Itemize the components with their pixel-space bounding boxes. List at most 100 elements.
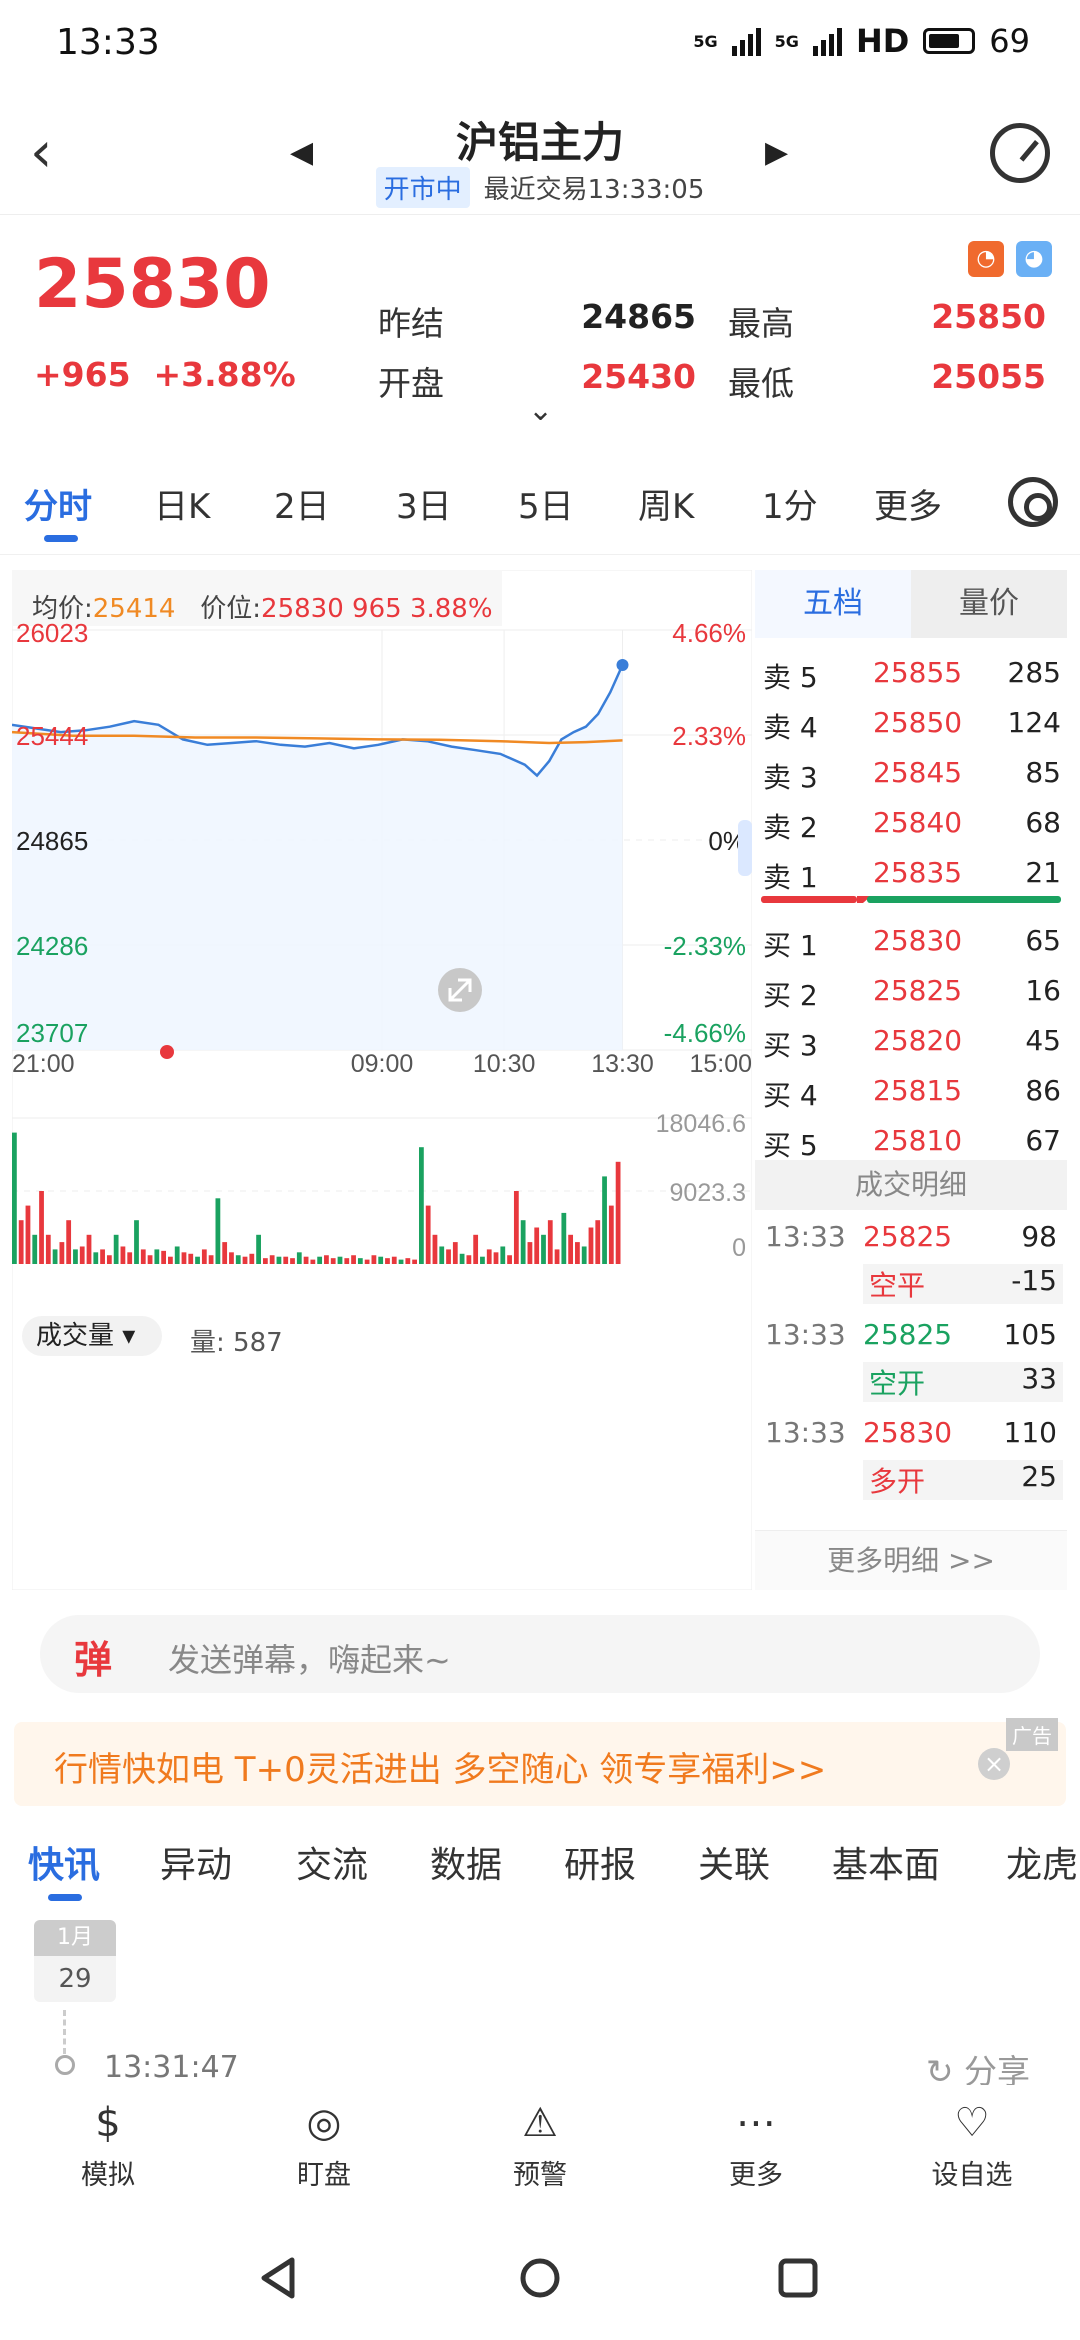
timeline-dot xyxy=(55,2055,75,2075)
volume-bar xyxy=(480,1256,485,1264)
volume-bar xyxy=(541,1234,546,1264)
trade-status: 开市中 最近交易13:33:05 xyxy=(0,167,1080,208)
nav-home-icon[interactable] xyxy=(518,2256,562,2300)
battery-icon xyxy=(923,28,976,54)
nav-recents-icon[interactable] xyxy=(776,2256,820,2300)
volume-bar xyxy=(174,1246,180,1264)
tab-volume-price[interactable]: 量价 xyxy=(911,570,1067,638)
y-tick-left: 25444 xyxy=(16,721,88,751)
tab-data[interactable]: 数据 xyxy=(430,1845,503,1886)
prev-contract-icon[interactable]: ◀ xyxy=(290,135,314,170)
tab-flash-news[interactable]: 快讯 xyxy=(28,1845,101,1886)
simulate-button[interactable]: $ 模拟 xyxy=(0,2085,216,2210)
volume-bar xyxy=(222,1242,228,1264)
tab-five-levels[interactable]: 五档 xyxy=(755,570,911,638)
change-value: +965 xyxy=(34,355,131,394)
avg-line xyxy=(12,730,623,745)
more-details-link[interactable]: 更多明细 >> xyxy=(755,1530,1067,1590)
volume-bar xyxy=(581,1246,587,1264)
level-label: 卖 3 xyxy=(763,761,818,794)
vol-tick: 0 xyxy=(732,1234,746,1262)
more-label: 更多 xyxy=(729,2160,783,2191)
chevron-down-icon[interactable]: ⌄ xyxy=(528,393,554,428)
timeline-line xyxy=(63,2010,66,2054)
volume-bar xyxy=(588,1227,594,1264)
volume-bar xyxy=(86,1234,92,1264)
volume-bar xyxy=(602,1176,607,1264)
x-tick: 15:00 xyxy=(689,1050,752,1078)
low-value: 25055 xyxy=(931,357,1046,396)
back-icon[interactable]: ‹ xyxy=(30,120,53,185)
level-label: 卖 2 xyxy=(763,811,818,844)
volume-bar xyxy=(500,1246,506,1264)
level-volume: 68 xyxy=(1025,806,1061,839)
volume-bar xyxy=(419,1147,424,1264)
tab-3day[interactable]: 3日 xyxy=(396,487,452,527)
tab-weekly-k[interactable]: 周K xyxy=(638,487,695,527)
tab-dragon-tiger[interactable]: 龙虎 xyxy=(1006,1845,1079,1886)
change-percent: +3.88% xyxy=(153,355,296,394)
volume-bar xyxy=(201,1249,207,1264)
next-contract-icon[interactable]: ▶ xyxy=(765,135,789,170)
status-icons: 5G 5G HD 69 xyxy=(693,22,1030,60)
close-icon[interactable]: × xyxy=(978,1748,1010,1780)
level-price: 25820 xyxy=(873,1024,963,1057)
level-price: 25835 xyxy=(873,856,963,889)
deal-time: 13:33 xyxy=(765,1416,846,1449)
y-tick-right: 4.66% xyxy=(672,618,746,648)
tab-underline xyxy=(48,1894,82,1901)
volume-bar xyxy=(12,1132,17,1264)
tab-1min[interactable]: 1分 xyxy=(762,487,818,527)
tab-research[interactable]: 研报 xyxy=(564,1845,637,1886)
level-label: 卖 5 xyxy=(763,661,818,694)
tab-more[interactable]: 更多 xyxy=(874,487,942,527)
tab-discussion[interactable]: 交流 xyxy=(296,1845,369,1886)
level-label: 卖 4 xyxy=(763,711,818,744)
volume-bar xyxy=(45,1234,51,1264)
tab-fundamentals[interactable]: 基本面 xyxy=(832,1845,941,1886)
watch-button[interactable]: ◎ 盯盘 xyxy=(216,2085,432,2210)
high-label: 最高 xyxy=(728,304,794,343)
tab-anomaly[interactable]: 异动 xyxy=(160,1845,233,1886)
alert-button[interactable]: ⚠ 预警 xyxy=(432,2085,648,2210)
signal-icon-2: 5G xyxy=(774,31,799,51)
ask-row: 卖 5 25855 285 xyxy=(755,650,1067,700)
level-price: 25825 xyxy=(873,974,963,1007)
tab-timeshare[interactable]: 分时 xyxy=(24,487,92,527)
volume-bar xyxy=(520,1220,526,1264)
signal-bars-icon-2 xyxy=(812,26,842,56)
ai-icon[interactable]: ◔ xyxy=(968,241,1004,277)
status-time: 13:33 xyxy=(56,22,160,63)
more-button[interactable]: ⋯ 更多 xyxy=(648,2085,864,2210)
signal-bars-icon xyxy=(731,26,761,56)
volume-bar xyxy=(351,1255,356,1264)
level-volume: 85 xyxy=(1025,756,1061,789)
pie-chart-icon[interactable]: ◕ xyxy=(1016,241,1052,277)
refresh-icon[interactable] xyxy=(990,123,1050,183)
price-chart[interactable]: 26023 25444 24865 24286 23707 4.66% 2.33% 0% -2.… xyxy=(12,570,752,1590)
gear-icon[interactable] xyxy=(1008,477,1058,527)
share-button[interactable]: ↻ 分享 xyxy=(926,2045,1030,2093)
add-watchlist-button[interactable]: ♡ 设自选 xyxy=(864,2085,1080,2210)
volume-bar xyxy=(473,1234,479,1264)
volume-bar xyxy=(269,1255,275,1264)
danmaku-input[interactable]: 弹 发送弹幕，嗨起来~ xyxy=(40,1615,1040,1693)
tab-daily-k[interactable]: 日K xyxy=(154,487,211,527)
ad-banner[interactable]: 行情快如电 T+0灵活进出 多空随心 领专享福利>> × 广告 xyxy=(14,1718,1066,1806)
x-tick: 21:00 xyxy=(12,1050,75,1078)
volume-bar xyxy=(249,1253,255,1264)
side-collapse-tab xyxy=(738,820,752,876)
x-tick: 13:30 xyxy=(591,1050,654,1078)
volume-bar xyxy=(385,1258,390,1264)
volume-selector[interactable]: 成交量 ▾ xyxy=(22,1316,162,1356)
tab-related[interactable]: 关联 xyxy=(698,1845,771,1886)
tab-2day[interactable]: 2日 xyxy=(274,487,330,527)
last-price: 25830 xyxy=(34,245,271,324)
nav-back-icon[interactable] xyxy=(258,2256,302,2300)
book-tabs: 五档 量价 xyxy=(755,570,1067,638)
system-nav-bar xyxy=(0,2210,1080,2340)
high-value: 25850 xyxy=(931,297,1046,336)
tab-5day[interactable]: 5日 xyxy=(518,487,574,527)
last-price-dot xyxy=(616,659,629,671)
volume-bar xyxy=(507,1255,512,1264)
